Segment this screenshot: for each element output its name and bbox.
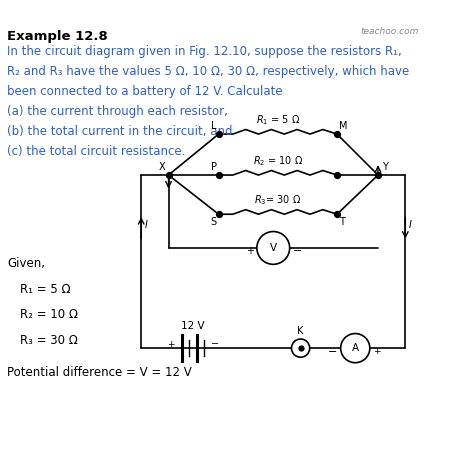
Text: been connected to a battery of 12 V. Calculate: been connected to a battery of 12 V. Cal…	[7, 85, 283, 98]
Point	[333, 130, 341, 138]
Text: +: +	[167, 340, 175, 349]
Text: R₃ = 30 Ω: R₃ = 30 Ω	[20, 334, 78, 346]
Point	[215, 130, 222, 138]
Point	[165, 171, 173, 179]
Text: X: X	[158, 162, 165, 173]
Text: T: T	[339, 217, 345, 227]
Text: K: K	[297, 326, 304, 336]
Text: I: I	[145, 220, 148, 230]
Text: $R_2$ = 10 Ω: $R_2$ = 10 Ω	[253, 154, 303, 168]
Point	[333, 171, 341, 179]
Circle shape	[341, 334, 370, 363]
Text: Example 12.8: Example 12.8	[7, 30, 108, 43]
Text: L: L	[211, 121, 217, 131]
Point	[333, 210, 341, 218]
Text: Y: Y	[382, 162, 388, 173]
Text: I: I	[409, 220, 412, 230]
Text: R₂ and R₃ have the values 5 Ω, 10 Ω, 30 Ω, respectively, which have: R₂ and R₃ have the values 5 Ω, 10 Ω, 30 …	[7, 65, 410, 78]
Text: In the circuit diagram given in Fig. 12.10, suppose the resistors R₁,: In the circuit diagram given in Fig. 12.…	[7, 45, 402, 58]
Text: $R_1$ = 5 Ω: $R_1$ = 5 Ω	[256, 113, 300, 127]
Text: −: −	[328, 347, 337, 357]
Text: Given,: Given,	[7, 257, 46, 270]
Text: M: M	[339, 121, 347, 131]
Text: +: +	[246, 246, 254, 255]
Text: R₁ = 5 Ω: R₁ = 5 Ω	[20, 283, 71, 296]
Text: −: −	[211, 339, 219, 349]
Circle shape	[257, 231, 290, 264]
Point	[297, 344, 304, 352]
Text: (b) the total current in the circuit, and: (b) the total current in the circuit, an…	[7, 125, 233, 138]
Text: +: +	[374, 347, 381, 356]
Text: $R_3$= 30 Ω: $R_3$= 30 Ω	[254, 193, 301, 207]
Text: Potential difference = V = 12 V: Potential difference = V = 12 V	[7, 366, 192, 379]
Text: 12 V: 12 V	[181, 321, 205, 331]
Text: R₂ = 10 Ω: R₂ = 10 Ω	[20, 308, 78, 321]
Point	[215, 210, 222, 218]
Point	[215, 171, 222, 179]
Text: (c) the total circuit resistance.: (c) the total circuit resistance.	[7, 145, 186, 158]
Circle shape	[292, 339, 310, 357]
Text: A: A	[352, 343, 359, 353]
Text: (a) the current through each resistor,: (a) the current through each resistor,	[7, 105, 228, 118]
Text: P: P	[211, 162, 217, 173]
Point	[374, 171, 382, 179]
Text: −: −	[292, 246, 302, 255]
Text: S: S	[210, 217, 217, 227]
Text: V: V	[270, 243, 277, 253]
Text: teachoo.com: teachoo.com	[361, 27, 419, 36]
